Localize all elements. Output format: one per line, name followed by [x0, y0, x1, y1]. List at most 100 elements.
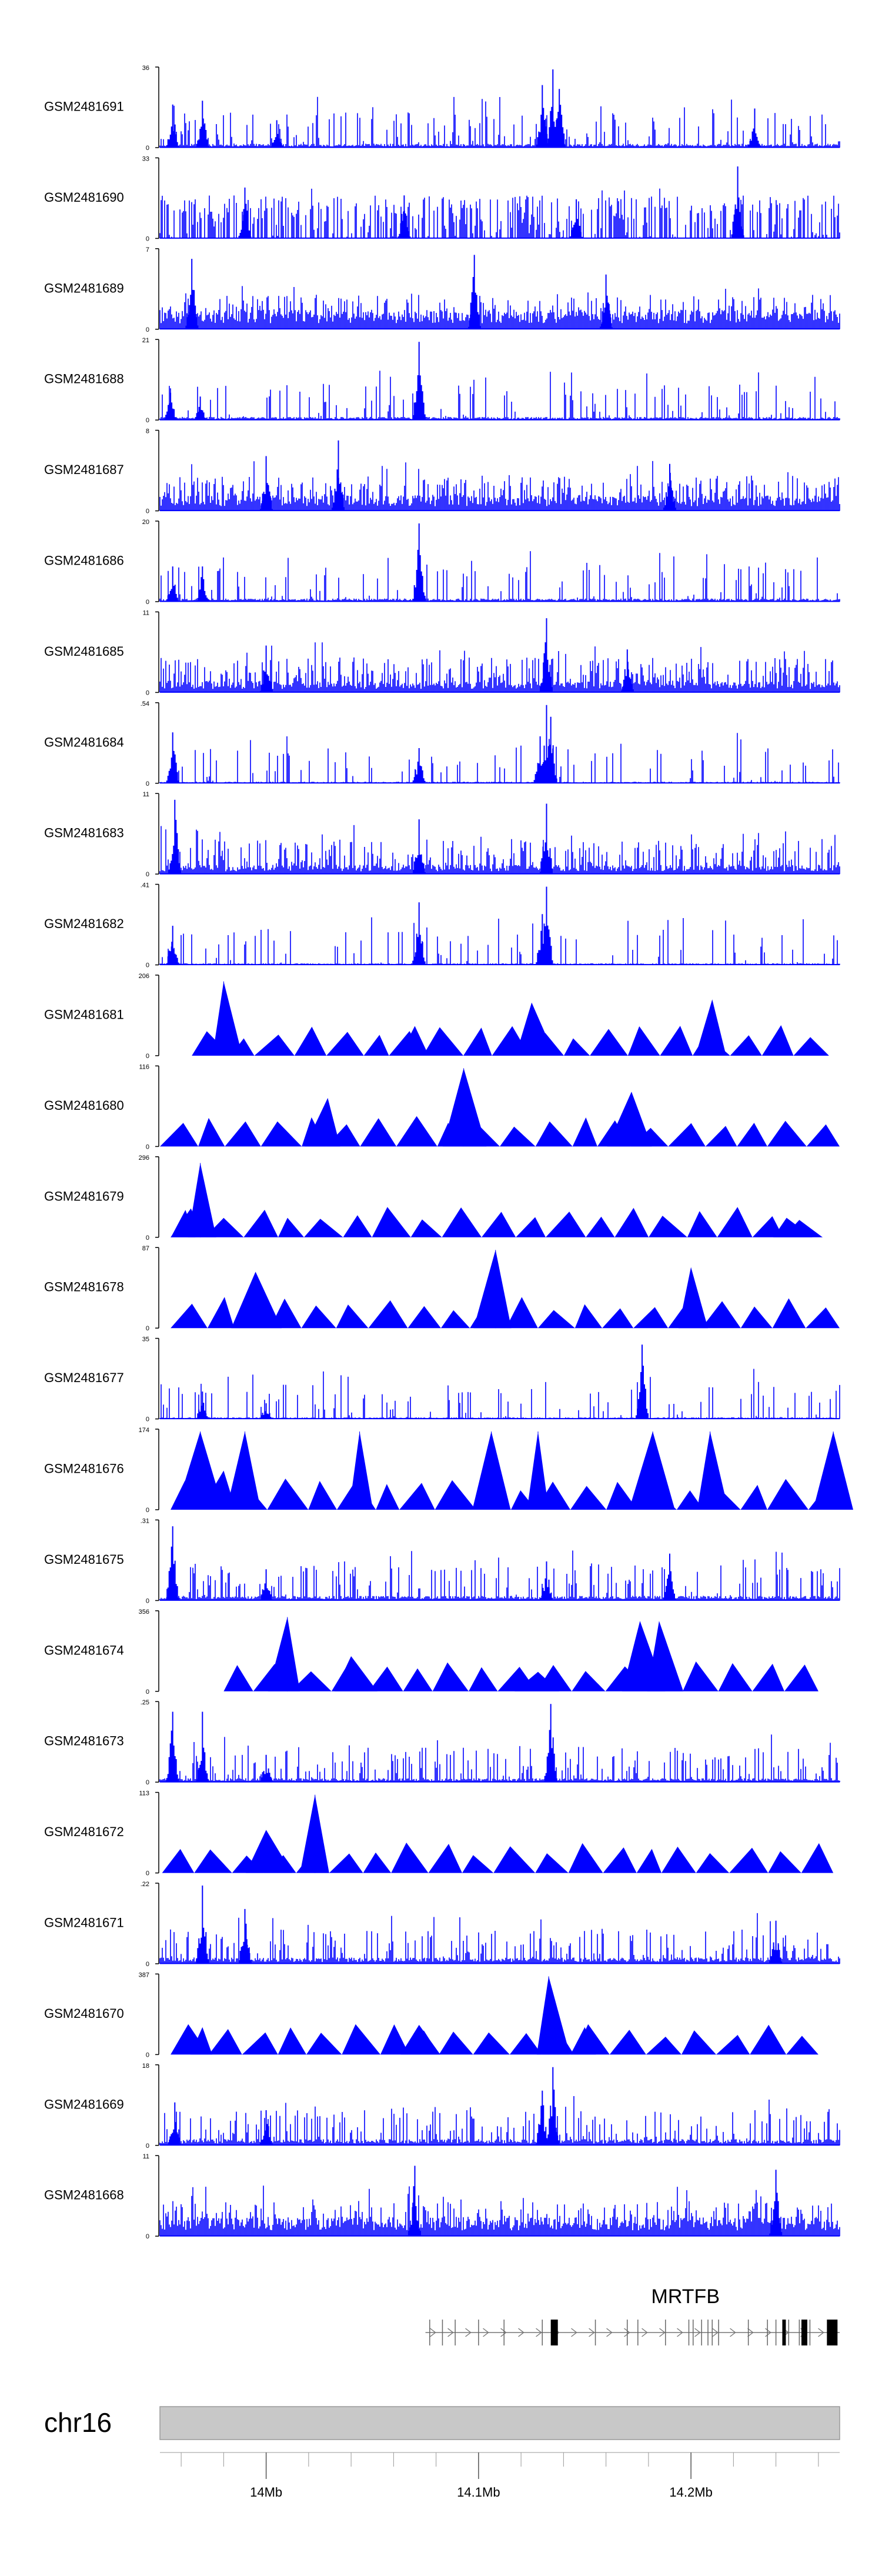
- y-min-label: 0: [146, 417, 149, 424]
- y-max-label: .41: [141, 882, 149, 889]
- signal-peak-2: [270, 120, 283, 148]
- track-label: GSM2481669: [44, 2097, 124, 2111]
- signal-peak-2: [349, 1432, 373, 1510]
- coding-exon-1: [782, 2320, 786, 2345]
- track-GSM2481675: GSM2481675 .31 0: [44, 1517, 840, 1604]
- signal-peak-0: [636, 1344, 649, 1419]
- strand-arrow: [642, 2328, 648, 2337]
- signal-peak-2: [663, 1553, 676, 1601]
- track-GSM2481674: GSM2481674 356 0: [44, 1609, 818, 1696]
- y-min-label: 0: [146, 780, 149, 788]
- strand-arrow: [589, 2328, 595, 2337]
- signal-peak-0: [166, 104, 179, 148]
- signal-bars: [159, 2185, 840, 2237]
- track-GSM2481671: GSM2481671 .22 0: [44, 1881, 840, 1968]
- signal-peak-5: [553, 89, 566, 148]
- y-max-label: 35: [142, 1336, 149, 1343]
- signal-peak-0: [212, 981, 243, 1056]
- strand-arrow: [447, 2328, 454, 2337]
- track-label: GSM2481671: [44, 1916, 124, 1930]
- signal-bars: [159, 825, 840, 875]
- signal-bars: [159, 286, 840, 329]
- track-label: GSM2481673: [44, 1734, 124, 1749]
- chromosome-ideogram: chr16: [44, 2406, 840, 2440]
- strand-arrow: [818, 2328, 824, 2337]
- y-min-label: 0: [146, 1689, 149, 1696]
- strand-arrow: [677, 2328, 683, 2337]
- y-min-label: 0: [146, 2143, 149, 2150]
- strand-arrow: [518, 2328, 524, 2337]
- signal-peak-1: [536, 2090, 549, 2145]
- strand-arrow: [430, 2328, 436, 2337]
- signal-peak-0: [168, 799, 182, 875]
- strand-arrow: [747, 2328, 754, 2337]
- signal-peak-2: [412, 523, 426, 602]
- signal-peak-2: [620, 649, 634, 693]
- signal-peak-3: [335, 1656, 377, 1691]
- y-max-label: 33: [142, 155, 149, 162]
- y-min-label: 0: [146, 1416, 149, 1423]
- signal-bars: [159, 1550, 840, 1601]
- track-label: GSM2481689: [44, 281, 124, 295]
- y-max-label: 387: [139, 1971, 149, 1978]
- track-label: GSM2481686: [44, 553, 124, 568]
- track-label: GSM2481679: [44, 1189, 124, 1203]
- signal-peak-0: [166, 1711, 179, 1783]
- signal-peak-2: [679, 1267, 708, 1329]
- signal-peak-2: [305, 1097, 340, 1147]
- track-GSM2481688: GSM2481688 21 0: [44, 337, 840, 424]
- y-max-label: .31: [141, 1517, 149, 1524]
- signal-peak-1: [196, 1711, 209, 1783]
- signal-peak-1: [238, 1908, 252, 1964]
- y-max-label: .54: [141, 700, 149, 708]
- signal-area: [162, 1843, 834, 1873]
- signal-bars: [159, 917, 840, 965]
- signal-peak-2: [663, 463, 676, 511]
- signal-peak-0: [166, 1526, 179, 1601]
- signal-peak-0: [166, 926, 179, 965]
- signal-peak-1: [769, 2170, 783, 2237]
- y-max-label: .22: [141, 1881, 149, 1888]
- coding-exon-0: [550, 2320, 558, 2345]
- signal-peak-1: [190, 2027, 212, 2055]
- y-max-label: 11: [143, 791, 149, 798]
- y-min-label: 0: [146, 1779, 149, 1786]
- track-GSM2481682: GSM2481682 .41 0: [44, 882, 840, 969]
- track-label: GSM2481681: [44, 1007, 124, 1022]
- signal-peak-0: [442, 1068, 487, 1147]
- signal-peak-1: [516, 1002, 555, 1056]
- track-GSM2481669: GSM2481669 18 0: [44, 2063, 840, 2150]
- y-max-label: 7: [146, 246, 149, 253]
- track-label: GSM2481688: [44, 372, 124, 386]
- signal-peak-2: [599, 274, 613, 329]
- signal-bars: [159, 188, 840, 239]
- signal-peak-1: [540, 1561, 553, 1601]
- y-min-label: 0: [146, 2051, 149, 2058]
- strand-arrow: [606, 2328, 613, 2337]
- signal-peak-0: [176, 1432, 224, 1510]
- signal-area: [171, 2024, 818, 2055]
- signal-peak-0: [166, 732, 179, 783]
- y-max-label: 356: [139, 1609, 149, 1616]
- signal-peak-0: [196, 1886, 209, 1964]
- signal-peak-3: [399, 1026, 429, 1056]
- signal-peak-6: [697, 1432, 729, 1510]
- signal-peak-0: [238, 187, 252, 239]
- signal-bars: [159, 733, 840, 783]
- y-max-label: 296: [139, 1154, 149, 1162]
- track-label: GSM2481676: [44, 1461, 124, 1476]
- y-min-label: 0: [146, 1597, 149, 1604]
- track-GSM2481691: GSM2481691 36 0: [44, 65, 840, 152]
- track-GSM2481673: GSM2481673 .25 0: [44, 1699, 840, 1786]
- signal-peak-0: [332, 440, 345, 511]
- strand-arrow: [659, 2328, 666, 2337]
- signal-bars: [159, 1734, 840, 1783]
- chromosome-label: chr16: [44, 2407, 112, 2438]
- track-label: GSM2481672: [44, 1824, 124, 1839]
- signal-peak-1: [607, 1092, 652, 1147]
- track-GSM2481668: GSM2481668 11 0: [44, 2153, 840, 2240]
- strand-arrow: [465, 2328, 472, 2337]
- signal-area: [171, 1207, 823, 1237]
- track-label: GSM2481668: [44, 2188, 124, 2203]
